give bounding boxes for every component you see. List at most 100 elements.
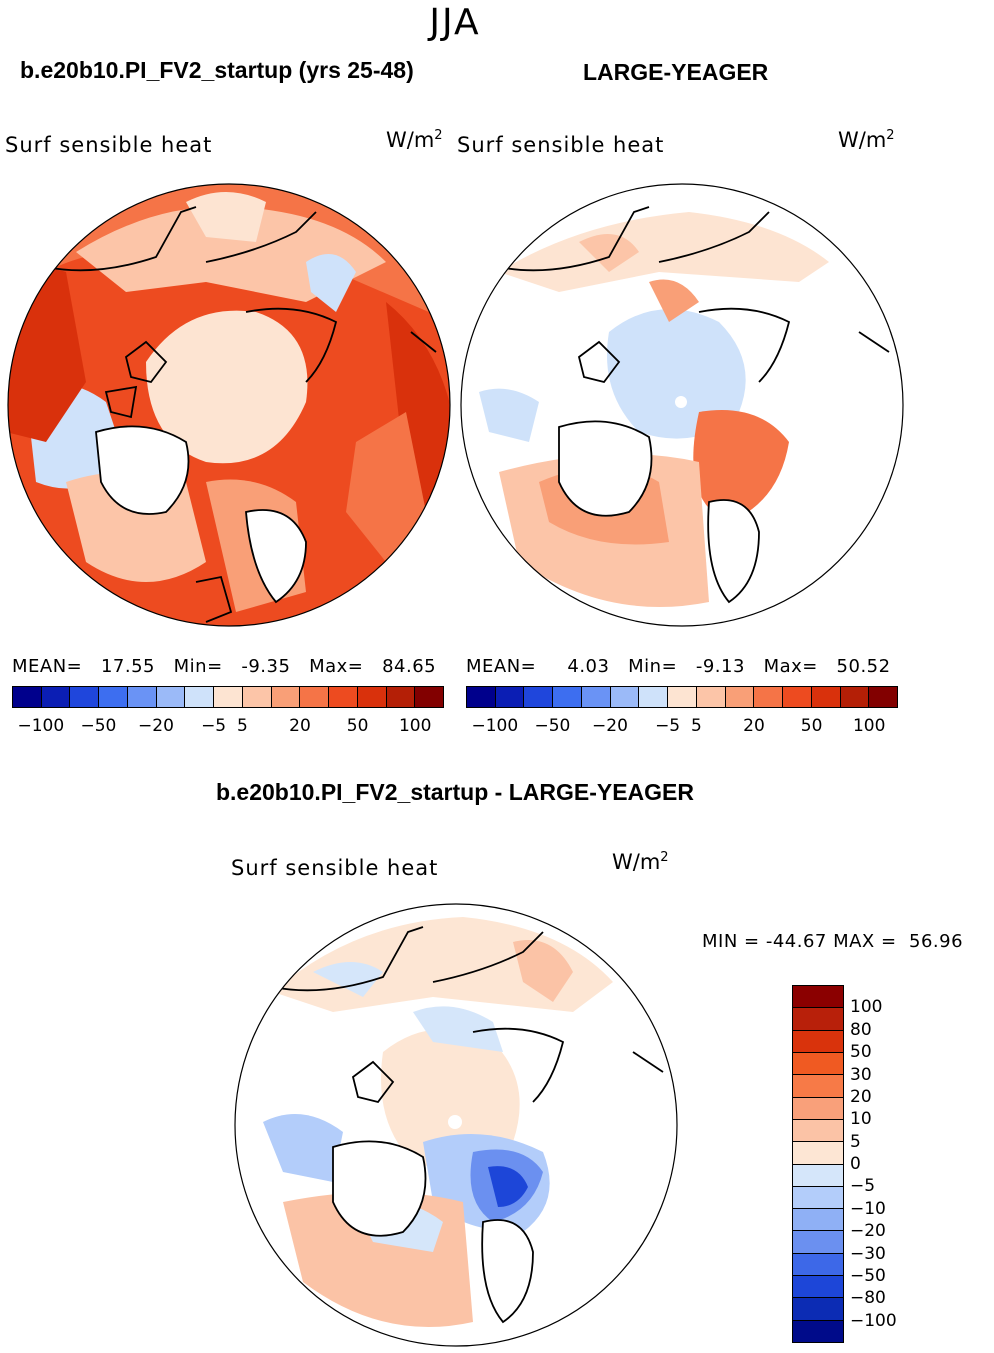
colorbar-tick-label: 5 bbox=[850, 1131, 861, 1152]
colorbar-tick-label: −100 bbox=[471, 716, 519, 736]
colorbar-tick-label: 30 bbox=[850, 1064, 872, 1085]
polar-map-model bbox=[7, 183, 451, 627]
colorbar-tick-label: 80 bbox=[850, 1019, 872, 1040]
colorbar-swatch bbox=[793, 1119, 843, 1143]
panel2-max: 50.52 bbox=[836, 656, 891, 677]
colorbar-swatch bbox=[156, 687, 186, 707]
colorbar-tick-label: 100 bbox=[852, 716, 886, 736]
colorbar-swatch bbox=[783, 687, 812, 707]
colorbar-swatch bbox=[127, 687, 157, 707]
colorbar-swatch bbox=[793, 1276, 843, 1299]
colorbar-tick-label: −50 bbox=[80, 716, 117, 736]
panel1-mean: 17.55 bbox=[100, 656, 155, 677]
colorbar-tick-label: 50 bbox=[850, 1042, 872, 1063]
polar-map-difference bbox=[234, 903, 678, 1347]
panel1-units: W/m2 bbox=[386, 128, 443, 152]
colorbar-swatch bbox=[793, 1298, 843, 1321]
colorbar-swatch bbox=[869, 687, 898, 707]
panel2-units: W/m2 bbox=[838, 128, 895, 152]
diff-colorbar bbox=[792, 985, 844, 1343]
colorbar-tick-label: −5 bbox=[655, 716, 681, 736]
colorbar-swatch bbox=[725, 687, 755, 707]
colorbar-tick-label: −50 bbox=[850, 1265, 886, 1286]
colorbar-tick-label: −30 bbox=[850, 1243, 886, 1264]
diff-field-label: Surf sensible heat bbox=[231, 856, 439, 880]
colorbar-tick-label: −20 bbox=[138, 716, 174, 736]
colorbar-swatch bbox=[271, 687, 301, 707]
colorbar-tick-label: 20 bbox=[850, 1086, 872, 1107]
colorbar-tick-label: 5 bbox=[690, 716, 702, 736]
colorbar-tick-label: −50 bbox=[534, 716, 571, 736]
colorbar-tick-label: −80 bbox=[850, 1288, 886, 1309]
colorbar-swatch bbox=[793, 1186, 843, 1210]
colorbar-swatch bbox=[793, 986, 843, 1009]
panel2-min: -9.13 bbox=[695, 656, 745, 677]
colorbar-swatch bbox=[639, 687, 669, 707]
season-title: JJA bbox=[429, 2, 481, 43]
colorbar-tick-label: 20 bbox=[289, 716, 311, 736]
colorbar-swatch bbox=[811, 687, 841, 707]
colorbar-swatch bbox=[793, 1231, 843, 1254]
colorbar-swatch bbox=[793, 1164, 843, 1187]
panel2-stats: MEAN= 4.03 Min= -9.13 Max= 50.52 bbox=[466, 656, 891, 677]
colorbar-tick-label: −20 bbox=[850, 1221, 886, 1242]
colorbar-swatch bbox=[415, 687, 444, 707]
colorbar-swatch bbox=[840, 687, 870, 707]
colorbar-tick-label: 0 bbox=[850, 1154, 861, 1174]
colorbar-swatch bbox=[793, 1320, 843, 1342]
diff-minmax: MIN = -44.67 MAX = 56.96 bbox=[702, 931, 964, 952]
diff-units: W/m2 bbox=[612, 850, 669, 874]
colorbar-swatch bbox=[793, 1008, 843, 1031]
colorbar-swatch bbox=[386, 687, 416, 707]
colorbar-tick-label: −10 bbox=[850, 1198, 886, 1219]
colorbar-swatch bbox=[793, 1097, 843, 1120]
colorbar-tick-label: 10 bbox=[850, 1109, 872, 1130]
colorbar-swatch bbox=[357, 687, 387, 707]
colorbar-swatch bbox=[793, 1253, 843, 1277]
panel2-mean: 4.03 bbox=[567, 656, 610, 677]
colorbar-tick-label: −5 bbox=[850, 1176, 876, 1197]
colorbar-swatch bbox=[793, 1030, 843, 1053]
colorbar-swatch bbox=[793, 1142, 843, 1165]
colorbar-tick-label: 20 bbox=[743, 716, 765, 736]
colorbar-swatch bbox=[553, 687, 582, 707]
colorbar-tick-label: 100 bbox=[850, 997, 883, 1018]
panel1-field-label: Surf sensible heat bbox=[5, 133, 213, 157]
colorbar-swatch bbox=[754, 687, 784, 707]
colorbar-tick-label: −5 bbox=[201, 716, 227, 736]
polar-map-large-yeager bbox=[460, 183, 904, 627]
colorbar-tick-label: 50 bbox=[800, 716, 823, 736]
colorbar-swatch bbox=[242, 687, 272, 707]
colorbar-swatch bbox=[581, 687, 611, 707]
diff-title: b.e20b10.PI_FV2_startup - LARGE-YEAGER bbox=[215, 779, 694, 805]
panel2-case-title: LARGE-YEAGER bbox=[583, 59, 769, 85]
colorbar-swatch bbox=[70, 687, 100, 707]
colorbar-tick-label: 50 bbox=[346, 716, 369, 736]
colorbar-tick-label: −20 bbox=[592, 716, 628, 736]
colorbar-tick-label: 100 bbox=[398, 716, 432, 736]
colorbar-swatch bbox=[696, 687, 726, 707]
panel2-field-label: Surf sensible heat bbox=[457, 133, 665, 157]
colorbar-swatch bbox=[495, 687, 525, 707]
colorbar-swatch bbox=[793, 1075, 843, 1098]
colorbar-swatch bbox=[13, 687, 42, 707]
colorbar-swatch bbox=[329, 687, 358, 707]
colorbar-swatch bbox=[668, 687, 697, 707]
colorbar-swatch bbox=[300, 687, 330, 707]
panel1-colorbar bbox=[12, 686, 444, 708]
colorbar-swatch bbox=[185, 687, 215, 707]
colorbar-swatch bbox=[214, 687, 243, 707]
colorbar-swatch bbox=[524, 687, 554, 707]
colorbar-tick-label: −100 bbox=[850, 1310, 897, 1331]
panel1-max: 84.65 bbox=[382, 656, 437, 677]
colorbar-swatch bbox=[99, 687, 128, 707]
colorbar-tick-label: −100 bbox=[17, 716, 65, 736]
colorbar-swatch bbox=[610, 687, 640, 707]
colorbar-swatch bbox=[467, 687, 496, 707]
panel1-case-title: b.e20b10.PI_FV2_startup (yrs 25-48) bbox=[20, 57, 414, 83]
panel1-min: -9.35 bbox=[241, 656, 291, 677]
colorbar-tick-label: 5 bbox=[236, 716, 248, 736]
panel2-colorbar bbox=[466, 686, 898, 708]
colorbar-swatch bbox=[41, 687, 71, 707]
colorbar-swatch bbox=[793, 1052, 843, 1076]
